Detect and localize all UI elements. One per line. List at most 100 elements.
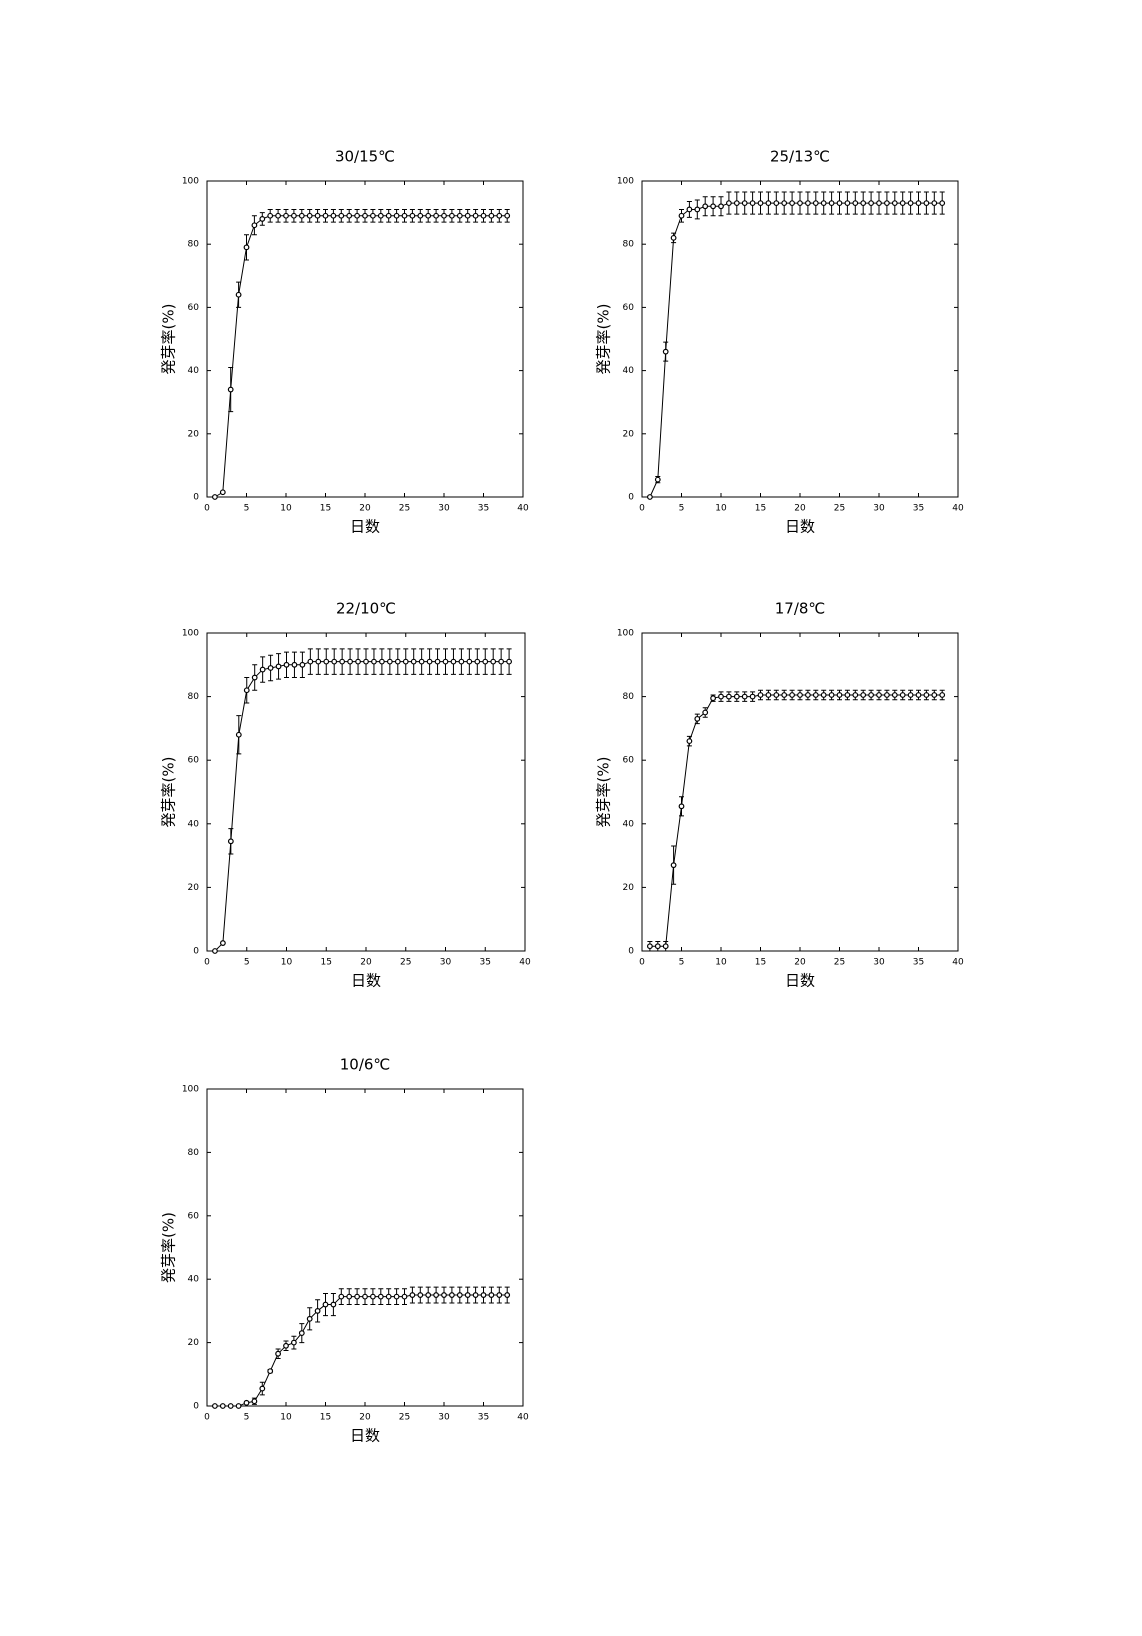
data-point: [805, 692, 811, 698]
data-point: [923, 200, 930, 207]
data-line: [214, 215, 508, 498]
data-point: [891, 692, 898, 698]
chart: 22/10℃ 日数 発芽率(%) 0 5 10 15 20 25 30 35 40 0 20 40 60 80 1…: [160, 600, 531, 990]
data-line: [649, 202, 943, 498]
data-point: [243, 687, 250, 694]
data-point: [235, 1403, 242, 1409]
data-line: [214, 661, 510, 952]
y-axis-label: 発芽率(%): [160, 304, 178, 375]
x-tick-label: 40: [519, 958, 531, 968]
data-point: [726, 693, 732, 700]
data-point: [306, 1315, 313, 1322]
data-point: [354, 212, 361, 219]
y-axis-label: 発芽率(%): [595, 304, 613, 375]
data-point: [654, 476, 661, 483]
chart-title: 22/10℃: [336, 600, 396, 618]
data-point: [219, 940, 226, 946]
data-point: [434, 658, 441, 665]
data-point: [749, 200, 756, 207]
data-point: [710, 695, 716, 702]
x-tick-label: 10: [715, 958, 727, 968]
data-point: [291, 212, 297, 219]
data-point: [401, 1293, 408, 1300]
plot-frame: [641, 632, 959, 952]
data-point: [314, 1307, 321, 1314]
data-point: [789, 692, 795, 698]
data-point: [868, 692, 874, 698]
data-point: [891, 200, 898, 207]
data-point: [733, 200, 740, 207]
data-point: [235, 291, 242, 298]
data-point: [718, 203, 724, 210]
x-tick-label: 15: [320, 1413, 331, 1423]
data-point: [338, 1293, 345, 1300]
data-point: [433, 212, 440, 219]
x-axis-label: 日数: [785, 518, 815, 536]
x-axis-label: 日数: [351, 972, 381, 990]
data-point: [757, 692, 764, 698]
data-point: [915, 692, 922, 698]
data-point: [267, 1368, 274, 1375]
data-point: [418, 658, 425, 665]
data-point: [362, 1293, 368, 1300]
data-point: [472, 212, 479, 219]
y-tick-label: 20: [188, 429, 200, 439]
y-tick-label: 20: [623, 429, 635, 439]
data-point: [773, 692, 780, 698]
data-point: [267, 665, 274, 671]
data-point: [330, 212, 337, 219]
data-point: [702, 709, 709, 716]
y-tick-label: 40: [188, 366, 200, 376]
data-point: [275, 212, 282, 219]
data-point: [219, 1403, 226, 1409]
chart-title: 30/15℃: [335, 148, 395, 166]
data-point: [275, 663, 282, 670]
y-tick-label: 100: [182, 1085, 199, 1095]
data-point: [694, 206, 701, 213]
y-tick-label: 60: [623, 303, 635, 313]
y-tick-label: 40: [623, 366, 635, 376]
data-point: [458, 658, 465, 665]
data-point: [506, 658, 513, 665]
x-tick-label: 20: [794, 504, 806, 514]
data-point: [371, 658, 377, 665]
data-point: [884, 200, 890, 207]
x-tick-label: 40: [952, 504, 964, 514]
chart: 10/6℃ 日数 発芽率(%) 0 5 10 15 20 25 30 35 40 0 20 40 60 80 10…: [160, 1056, 529, 1445]
data-point: [654, 943, 661, 950]
data-point: [456, 1292, 463, 1298]
y-tick-label: 20: [188, 1338, 200, 1348]
data-point: [393, 1293, 400, 1300]
data-point: [354, 1293, 361, 1300]
data-point: [939, 200, 946, 207]
data-point: [227, 1403, 234, 1409]
plot-frame: [641, 180, 959, 498]
data-point: [805, 200, 811, 207]
plot-frame: [206, 1088, 524, 1407]
data-point: [820, 692, 827, 698]
data-point: [433, 1292, 440, 1298]
data-point: [456, 212, 463, 219]
x-tick-label: 30: [438, 1413, 450, 1423]
y-tick-label: 80: [623, 240, 635, 250]
x-tick-label: 30: [438, 504, 450, 514]
data-point: [480, 212, 487, 219]
data-point: [362, 212, 368, 219]
data-point: [496, 212, 503, 219]
data-point: [385, 212, 392, 219]
data-point: [907, 200, 914, 207]
data-point: [370, 212, 376, 219]
data-point: [212, 948, 218, 954]
x-tick-label: 15: [320, 504, 331, 514]
data-point: [283, 212, 289, 219]
y-tick-label: 100: [182, 177, 199, 187]
data-point: [211, 494, 218, 500]
data-point: [820, 200, 827, 207]
x-tick-label: 35: [913, 958, 924, 968]
chart: 30/15℃ 日数 発芽率(%) 0 5 10 15 20 25 30 35 40 0 20 40 60 80 1…: [160, 148, 529, 536]
data-point: [765, 692, 772, 698]
data-point: [686, 738, 693, 745]
y-tick-label: 20: [623, 883, 635, 893]
x-tick-label: 15: [755, 958, 766, 968]
